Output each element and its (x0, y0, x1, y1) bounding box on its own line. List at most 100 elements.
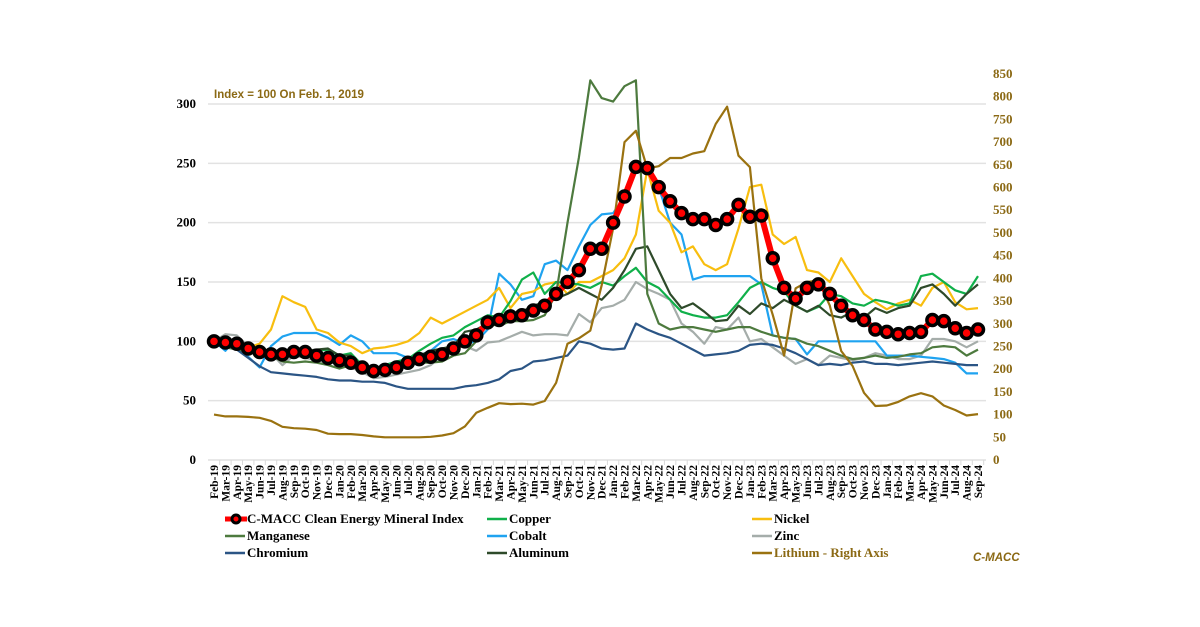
data-point (617, 189, 632, 204)
data-point (594, 241, 609, 257)
x-tick-label: Mar-20 (357, 465, 369, 502)
x-tick-label: Jun-22 (665, 465, 677, 499)
legend-label: Cobalt (509, 528, 547, 543)
data-point (446, 341, 461, 356)
x-tick-label: Mar-24 (905, 465, 917, 502)
left-tick-label: 0 (190, 452, 197, 467)
data-point (377, 362, 393, 378)
x-tick-label: Jun-23 (802, 465, 814, 499)
data-point (799, 280, 815, 296)
data-point (469, 328, 484, 343)
data-point (868, 322, 883, 337)
data-point (252, 344, 267, 360)
data-point (811, 277, 826, 292)
series-line-nickel (213, 168, 979, 355)
left-tick-label: 50 (183, 393, 196, 408)
x-tick-label: Nov-21 (585, 465, 597, 500)
data-point (708, 217, 723, 233)
legend-item-copper: Copper (487, 511, 551, 526)
x-tick-label: Jan-22 (608, 465, 620, 498)
data-point (833, 298, 849, 313)
x-tick-label: May-22 (654, 465, 666, 503)
legend-item-chromium: Chromium (225, 545, 308, 560)
x-tick-label: Jul-20 (403, 465, 415, 496)
data-point (583, 241, 598, 257)
x-tick-label: Apr-21 (505, 465, 517, 500)
x-tick-label: Oct-21 (574, 465, 586, 498)
right-tick-label: 500 (993, 225, 1013, 240)
data-point (218, 335, 233, 350)
x-tick-label: Mar-21 (494, 465, 506, 502)
data-point (491, 312, 507, 328)
series-line-lithium-right-axis (213, 105, 979, 439)
data-point (263, 347, 279, 362)
x-tick-label: Jan-23 (745, 465, 757, 498)
data-point (685, 211, 701, 227)
data-point (400, 355, 416, 370)
left-tick-label: 200 (177, 215, 197, 230)
data-point (423, 349, 438, 365)
right-tick-label: 0 (993, 452, 1000, 467)
legend-label: Aluminum (509, 545, 569, 560)
data-point (286, 344, 302, 360)
x-tick-label: Mar-23 (768, 465, 780, 502)
data-point (947, 321, 963, 336)
right-tick-label: 850 (993, 66, 1013, 81)
data-point (240, 341, 256, 356)
x-tick-label: Sep-24 (973, 465, 985, 498)
x-tick-label: Jun-21 (528, 465, 540, 499)
data-point (822, 286, 838, 302)
x-tick-label: Feb-21 (483, 465, 495, 499)
x-tick-label: Jan-21 (471, 465, 483, 498)
right-y-axis: 0 50 100 150 200 250 300 350 400 450 500 550 600 650 7… (993, 66, 1013, 467)
x-tick-label: Jul-24 (950, 465, 962, 496)
x-tick-label: May-24 (927, 465, 939, 503)
data-point (731, 197, 746, 213)
x-tick-label: Feb-20 (346, 465, 358, 499)
legend-item-c-macc-clean-energy-mineral-index: C-MACC Clean Energy Mineral Index (225, 511, 464, 526)
x-tick-label: Aug-19 (277, 465, 289, 501)
legend-label: Chromium (247, 545, 308, 560)
data-point (412, 351, 427, 367)
brand-label: C-MACC (973, 552, 1020, 564)
series-line-manganese (213, 79, 979, 373)
data-point (503, 309, 518, 324)
legend-label: Nickel (774, 511, 810, 526)
data-point (297, 344, 313, 360)
legend-item-aluminum: Aluminum (487, 545, 569, 560)
x-tick-label: Apr-23 (779, 465, 791, 500)
x-tick-label: Jun-20 (391, 465, 403, 499)
x-tick-label: Apr-24 (916, 465, 928, 500)
data-point (788, 291, 803, 306)
x-tick-label: Aug-24 (962, 465, 974, 501)
x-tick-label: Jul-19 (266, 465, 278, 496)
data-point (902, 325, 917, 341)
right-tick-label: 50 (993, 429, 1006, 444)
x-tick-label: Nov-23 (859, 465, 871, 500)
data-point (206, 334, 222, 349)
right-tick-label: 150 (993, 384, 1013, 399)
legend-label: Zinc (774, 528, 800, 543)
x-tick-label: Jan-24 (882, 465, 894, 498)
left-tick-label: 150 (177, 274, 197, 289)
x-tick-label: Apr-19 (232, 465, 244, 500)
x-tick-label: May-20 (380, 465, 392, 503)
x-tick-label: Oct-22 (711, 465, 723, 498)
data-point (890, 326, 906, 342)
x-tick-label: Jul-23 (813, 465, 825, 496)
right-tick-label: 200 (993, 361, 1013, 376)
right-tick-label: 450 (993, 248, 1013, 263)
data-point (925, 312, 940, 328)
right-tick-label: 300 (993, 316, 1013, 331)
data-point (719, 211, 735, 227)
legend-label: C-MACC Clean Energy Mineral Index (247, 511, 464, 526)
x-tick-label: Feb-23 (756, 465, 768, 499)
data-point (662, 194, 678, 209)
x-tick-label: Oct-19 (300, 465, 312, 498)
data-point (605, 215, 621, 230)
left-tick-label: 250 (177, 155, 197, 170)
x-tick-label: Jun-24 (939, 465, 951, 499)
legend-label: Manganese (247, 528, 310, 543)
legend-item-nickel: Nickel (752, 511, 810, 526)
